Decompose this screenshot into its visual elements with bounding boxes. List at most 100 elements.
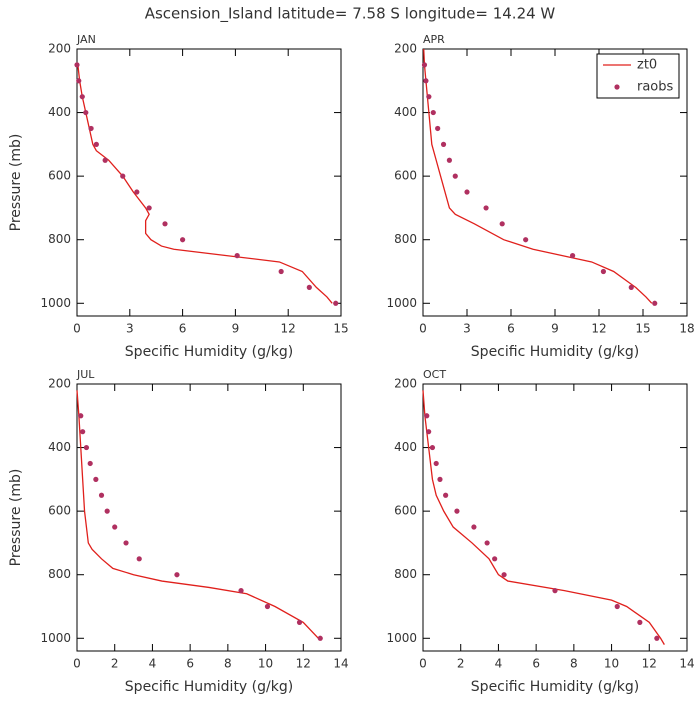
y-tick-label: 400 [394, 105, 417, 119]
raob-point [440, 141, 447, 147]
x-tick-label: 12 [642, 657, 657, 671]
raob-point [76, 78, 82, 84]
series-line [423, 48, 653, 304]
raob-point [435, 125, 441, 132]
raob-point [79, 94, 85, 100]
y-tick-label: 200 [48, 42, 71, 56]
raob-point [423, 78, 429, 84]
y-tick-label: 800 [48, 567, 71, 581]
x-tick-label: 6 [186, 657, 194, 671]
raob-point [278, 268, 284, 275]
panel-title: JAN [76, 33, 96, 46]
raob-point [134, 189, 140, 195]
raob-point [88, 125, 94, 132]
raob-point [501, 572, 507, 578]
raob-point [333, 300, 339, 306]
raob-point [74, 62, 80, 68]
y-tick-label: 600 [394, 169, 417, 183]
raob-point [238, 588, 244, 594]
panel-title: OCT [423, 368, 446, 381]
y-tick-label: 800 [48, 232, 71, 246]
raob-point [426, 429, 432, 435]
raob-point [637, 619, 643, 625]
x-tick-label: 12 [281, 322, 296, 336]
series-line [76, 390, 319, 639]
raob-point [136, 556, 142, 562]
x-tick-label: 0 [419, 322, 427, 336]
raob-point [162, 221, 168, 227]
raob-point [600, 268, 607, 275]
raob-point [104, 508, 110, 514]
raob-point [452, 173, 458, 179]
y-tick-label: 800 [394, 567, 417, 581]
panel-title: APR [423, 33, 445, 46]
raob-point [426, 94, 432, 100]
raob-point [484, 540, 490, 546]
x-tick-label: 6 [507, 322, 515, 336]
y-tick-label: 1000 [40, 631, 71, 645]
raob-point [628, 284, 634, 290]
y-tick-label: 600 [48, 169, 71, 183]
y-tick-label: 400 [48, 105, 71, 119]
raob-point [264, 603, 271, 610]
raob-point [443, 492, 449, 498]
y-tick-label: 1000 [386, 296, 417, 310]
x-tick-label: 18 [679, 322, 694, 336]
x-tick-label: 8 [570, 657, 578, 671]
x-tick-label: 8 [224, 657, 232, 671]
plot-frame [422, 383, 688, 652]
x-tick-label: 14 [679, 657, 694, 671]
x-tick-label: 14 [333, 657, 348, 671]
x-tick-label: 12 [591, 322, 606, 336]
raob-point [306, 284, 312, 290]
raob-point [464, 189, 470, 195]
x-tick-label: 0 [73, 657, 81, 671]
raob-point [437, 476, 443, 482]
x-tick-label: 12 [296, 657, 311, 671]
raob-point [552, 588, 558, 594]
raob-point [471, 524, 477, 530]
raob-point [120, 173, 126, 179]
x-tick-label: 3 [463, 322, 471, 336]
raob-point [454, 508, 460, 514]
x-axis-label: Specific Humidity (g/kg) [471, 679, 639, 695]
raob-point [483, 205, 489, 211]
raob-point [433, 460, 439, 467]
y-axis-label: Pressure (mb) [8, 134, 24, 232]
raob-point [98, 492, 105, 498]
x-tick-label: 10 [604, 657, 619, 671]
raob-point [296, 619, 303, 625]
raob-point [523, 237, 529, 243]
raob-point [93, 141, 99, 147]
y-tick-label: 400 [48, 440, 71, 454]
x-tick-label: 9 [551, 322, 559, 336]
raob-point [652, 300, 658, 306]
legend-swatch [614, 84, 620, 90]
figure-title: Ascension_Island latitude= 7.58 S longit… [145, 5, 556, 24]
y-tick-label: 200 [394, 42, 417, 56]
raob-point [654, 635, 660, 641]
raob-point [446, 157, 452, 163]
y-axis-label: Pressure (mb) [8, 469, 24, 567]
raob-point [112, 524, 118, 530]
x-tick-label: 4 [149, 657, 157, 671]
y-tick-label: 600 [48, 504, 71, 518]
x-axis-label: Specific Humidity (g/kg) [125, 344, 293, 360]
legend-box [596, 53, 680, 99]
raob-point [429, 444, 436, 451]
raob-point [174, 572, 180, 578]
raob-point [430, 109, 436, 116]
y-tick-label: 400 [394, 440, 417, 454]
series-line [77, 64, 333, 304]
raob-point [570, 253, 576, 259]
series-line [422, 390, 665, 645]
x-tick-label: 2 [457, 657, 465, 671]
panel-title: JUL [76, 368, 95, 381]
plot-frame [76, 48, 342, 317]
y-tick-label: 200 [48, 377, 71, 391]
raob-point [83, 109, 89, 116]
raob-point [492, 556, 498, 562]
x-tick-label: 6 [532, 657, 540, 671]
x-tick-label: 3 [126, 322, 134, 336]
